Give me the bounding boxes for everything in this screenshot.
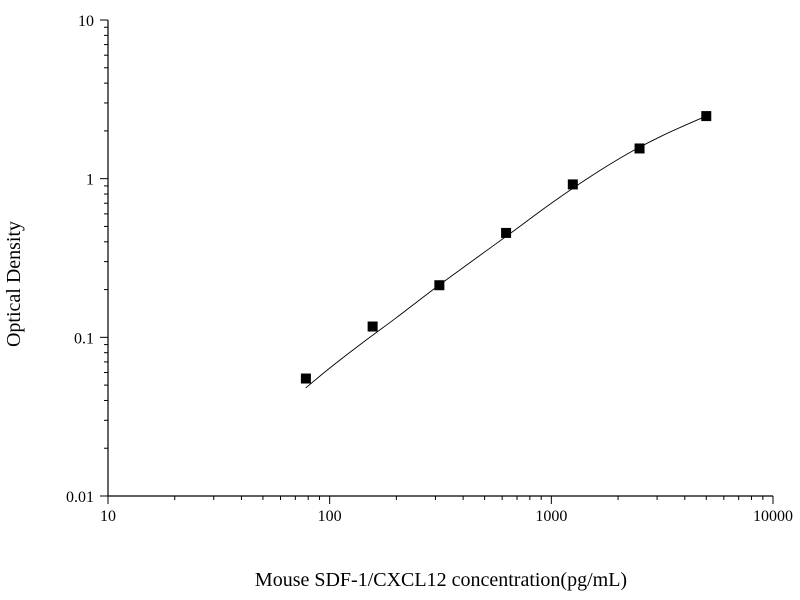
y-tick-label: 1 <box>86 172 94 189</box>
data-points <box>300 111 712 384</box>
data-point <box>567 179 578 190</box>
y-tick-label: 10 <box>78 13 94 30</box>
data-point <box>501 227 512 238</box>
x-tick-label: 10000 <box>753 508 793 525</box>
axes <box>107 20 773 497</box>
data-point <box>367 321 378 332</box>
data-point <box>634 143 645 154</box>
x-tick-label: 10 <box>100 508 116 525</box>
data-point <box>701 111 712 122</box>
x-axis-title: Mouse SDF-1/CXCL12 concentration(pg/mL) <box>255 569 627 591</box>
x-tick-label: 1000 <box>535 508 567 525</box>
y-tick-label: 0.1 <box>74 330 94 347</box>
fit-curve <box>305 115 707 389</box>
data-point <box>300 373 311 384</box>
data-point <box>434 280 445 291</box>
ticks: 10 100 1000 10000 0.01 0.1 1 10 <box>66 13 793 525</box>
x-tick-label: 100 <box>318 508 342 525</box>
y-axis-title: Optical Density <box>3 221 25 347</box>
y-tick-label: 0.01 <box>66 489 94 506</box>
